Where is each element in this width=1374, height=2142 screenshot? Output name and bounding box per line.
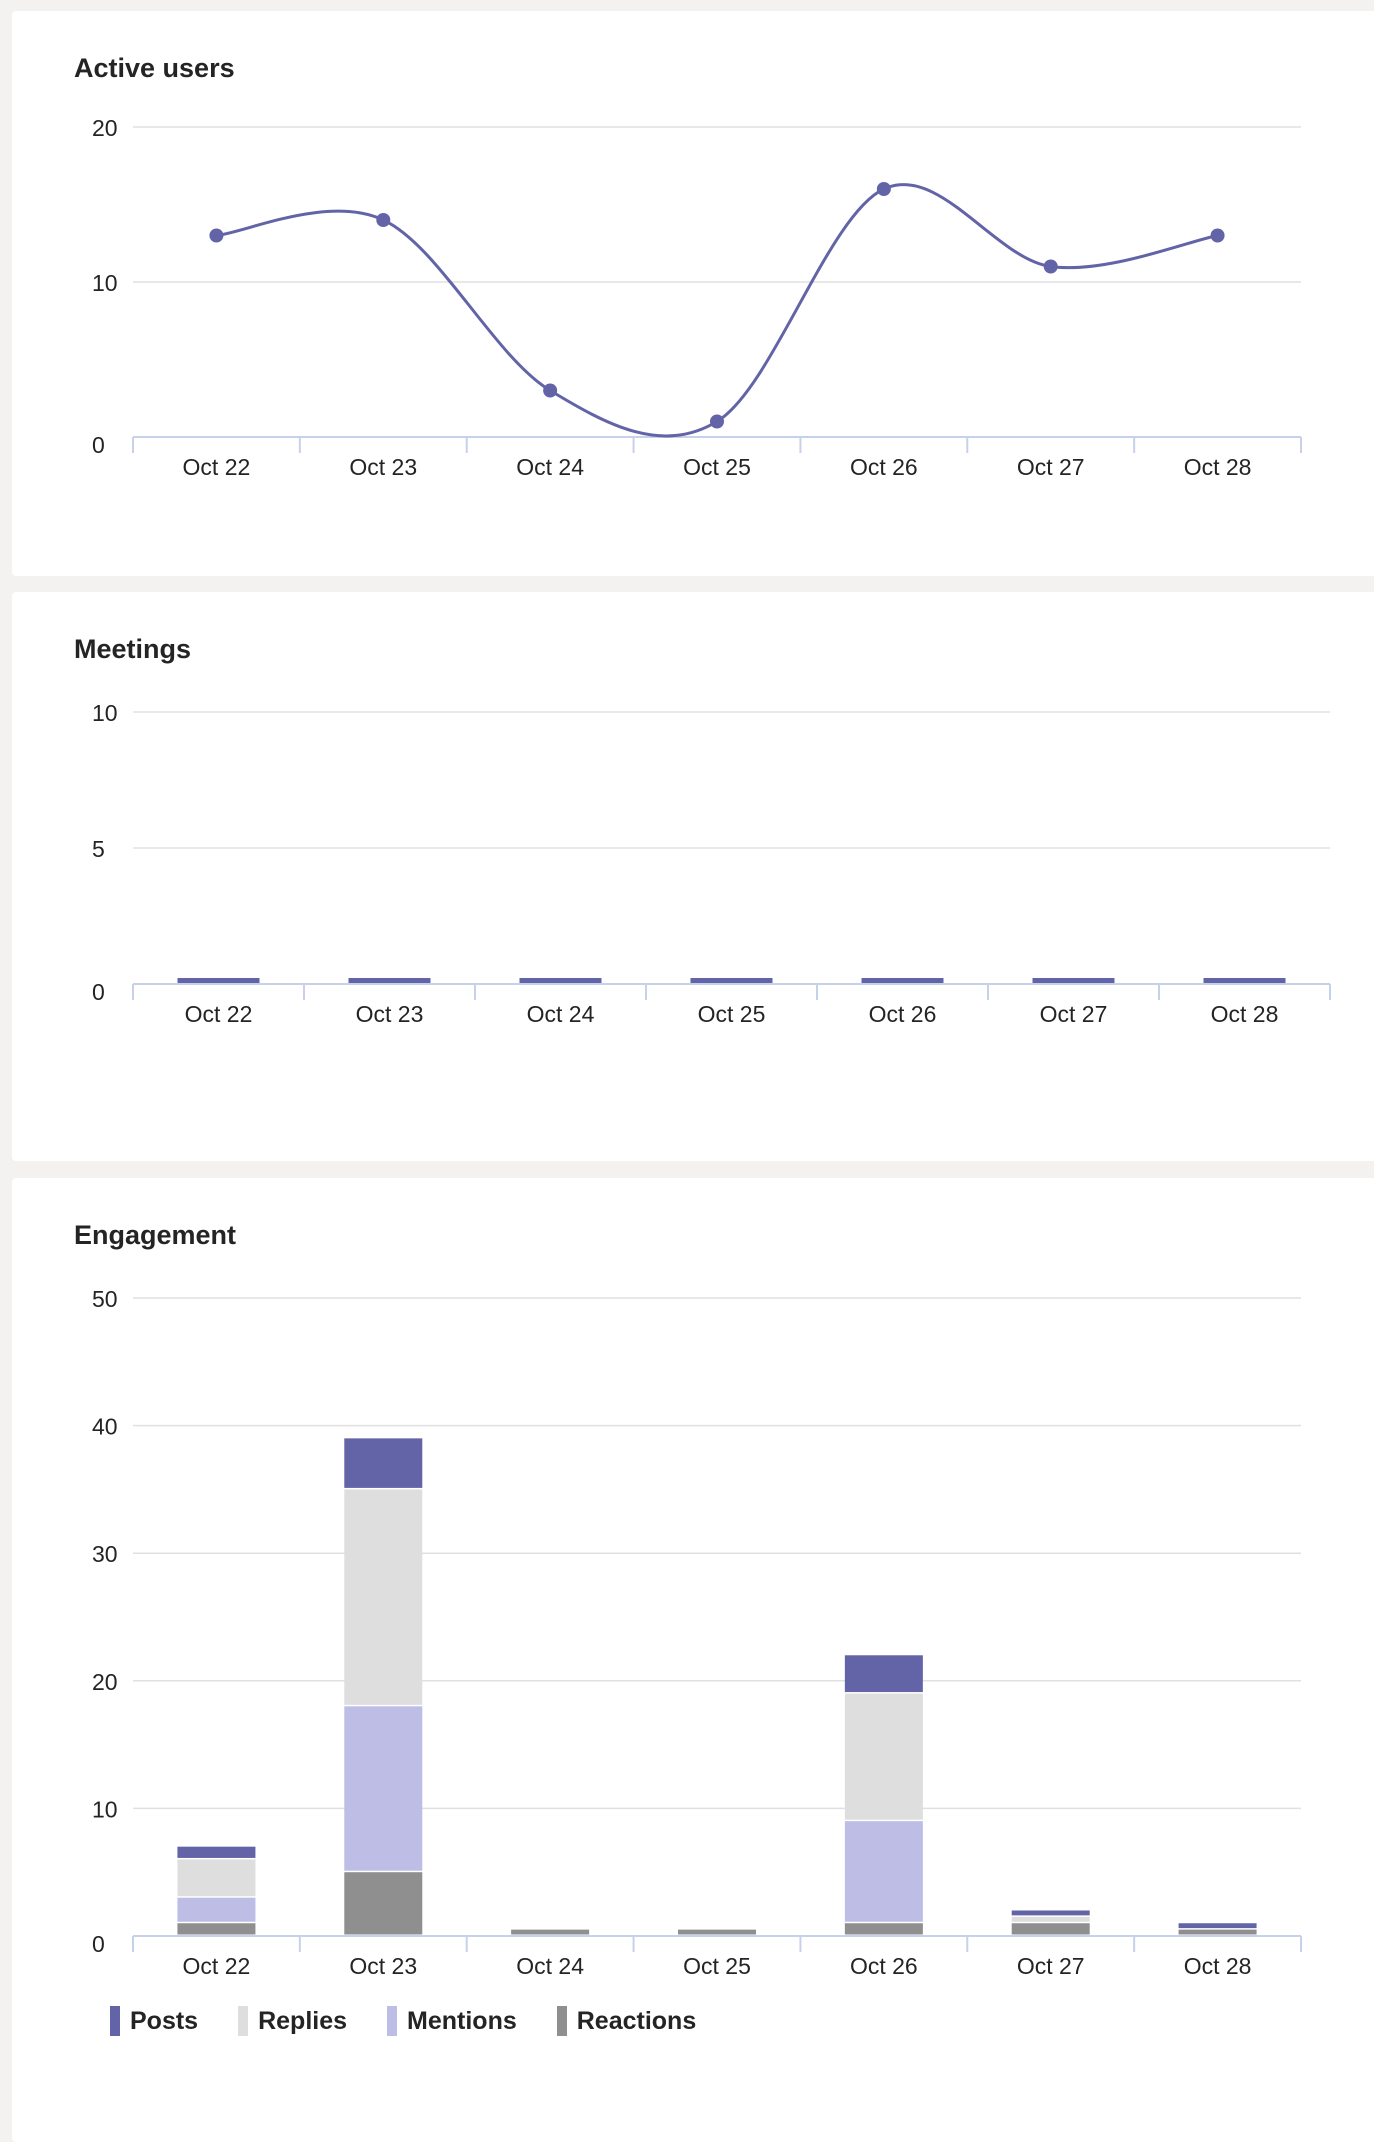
active-users-title: Active users (74, 53, 235, 83)
legend-item-reactions[interactable]: Reactions (556, 2006, 697, 2036)
engagement-bar-posts (1011, 1910, 1090, 1916)
active-users-y-tick-label: 0 (92, 432, 105, 458)
legend-swatch (238, 2006, 249, 2036)
meetings-bar (177, 978, 260, 983)
legend-item-mentions[interactable]: Mentions (387, 2006, 517, 2036)
active-users-series-line (216, 183, 1218, 438)
meetings-y-tick-label: 5 (92, 836, 105, 862)
engagement-y-tick-label: 30 (92, 1541, 118, 1567)
active-users-y-tick-label: 20 (92, 115, 118, 141)
engagement-bar-replies (844, 1693, 923, 1820)
meetings-x-tick-label: Oct 27 (1040, 1001, 1108, 1027)
meetings-bar (519, 978, 602, 983)
meetings-x-tick-label: Oct 28 (1211, 1001, 1279, 1027)
legend-swatch (556, 2006, 567, 2036)
active-users-x-tick-label: Oct 24 (516, 454, 584, 480)
engagement-title: Engagement (74, 1220, 237, 1250)
active-users-point (376, 213, 391, 227)
meetings-title: Meetings (74, 634, 192, 664)
active-users-point (1043, 259, 1058, 274)
engagement-bar-posts (344, 1438, 423, 1488)
engagement-card: Engagement 0 10 20 30 40 50 Oct 22 Oct 23 Oct 24… (12, 1178, 1374, 2142)
active-users-card: Active users 0 10 20 Oct 22 Oct 23 Oct 24 Oct … (12, 11, 1374, 576)
active-users-point (543, 383, 558, 398)
engagement-bar-reactions (511, 1929, 590, 1935)
legend-item-posts[interactable]: Posts (110, 2006, 198, 2036)
engagement-x-tick-label: Oct 27 (1017, 1953, 1085, 1979)
engagement-bar-reactions (844, 1923, 923, 1935)
engagement-bar-replies (177, 1859, 256, 1897)
engagement-legend: Posts Replies Mentions Reactions (110, 2006, 736, 2036)
active-users-x-tick-label: Oct 25 (683, 454, 751, 480)
engagement-bar-replies (1011, 1916, 1090, 1922)
active-users-y-tick-label: 10 (92, 270, 118, 296)
engagement-bar-mentions (844, 1821, 923, 1922)
engagement-bar-mentions (344, 1706, 423, 1871)
legend-label: Replies (258, 2006, 348, 2035)
meetings-chart: 0 5 10 Oct 22 Oct 23 Oct 24 Oct 25 Oct 26 Oct 27… (92, 700, 1331, 1027)
engagement-bar-replies (344, 1489, 423, 1705)
engagement-chart: 0 10 20 30 40 50 Oct 22 Oct 23 Oct 24 Oct 25 Oct 2… (92, 1286, 1302, 1979)
active-users-chart: 0 10 20 Oct 22 Oct 23 Oct 24 Oct 25 Oct 26 Oct 2… (92, 115, 1302, 480)
meetings-bar (1203, 978, 1286, 983)
meetings-y-tick-label: 0 (92, 979, 105, 1005)
legend-label: Posts (130, 2006, 199, 2035)
meetings-x-tick-label: Oct 23 (356, 1001, 424, 1027)
active-users-point (876, 182, 891, 196)
legend-item-replies[interactable]: Replies (238, 2006, 347, 2036)
engagement-x-tick-label: Oct 28 (1184, 1953, 1252, 1979)
active-users-x-tick-label: Oct 22 (183, 454, 251, 480)
legend-swatch (110, 2006, 120, 2036)
meetings-card: Meetings 0 5 10 Oct 22 Oct 23 Oct 24 Oct 25 Oct… (12, 592, 1374, 1161)
meetings-x-tick-label: Oct 22 (185, 1001, 253, 1027)
engagement-y-tick-label: 10 (92, 1796, 118, 1822)
legend-label: Reactions (576, 2006, 697, 2035)
meetings-x-tick-label: Oct 24 (527, 1001, 595, 1027)
legend-swatch (387, 2006, 398, 2036)
active-users-point (710, 414, 724, 429)
meetings-bar (1032, 978, 1115, 983)
engagement-x-tick-label: Oct 25 (683, 1953, 751, 1979)
engagement-bar-reactions (678, 1929, 756, 1935)
engagement-x-tick-label: Oct 24 (516, 1953, 584, 1979)
meetings-bar (690, 978, 773, 983)
active-users-point (209, 228, 224, 243)
engagement-x-tick-label: Oct 26 (850, 1953, 918, 1979)
legend-label: Mentions (407, 2006, 517, 2035)
meetings-x-tick-label: Oct 25 (698, 1001, 766, 1027)
engagement-y-tick-label: 0 (92, 1931, 105, 1957)
engagement-bar-posts (844, 1655, 923, 1693)
active-users-x-tick-label: Oct 27 (1017, 454, 1085, 480)
engagement-y-tick-label: 20 (92, 1669, 118, 1695)
engagement-y-tick-label: 40 (92, 1414, 118, 1440)
meetings-bar (348, 978, 431, 983)
meetings-bar (861, 978, 944, 983)
engagement-bar-posts (177, 1846, 256, 1858)
meetings-y-tick-label: 10 (92, 700, 118, 726)
active-users-x-tick-label: Oct 28 (1184, 454, 1252, 480)
active-users-point (1210, 228, 1225, 243)
engagement-x-tick-label: Oct 22 (183, 1953, 251, 1979)
engagement-bar-mentions (177, 1897, 256, 1922)
active-users-x-tick-label: Oct 26 (850, 454, 918, 480)
engagement-bar-reactions (177, 1923, 256, 1935)
engagement-bar-reactions (344, 1872, 423, 1935)
engagement-bar-reactions (1011, 1923, 1090, 1935)
active-users-x-tick-label: Oct 23 (349, 454, 417, 480)
engagement-y-tick-label: 50 (92, 1286, 118, 1312)
engagement-bar-reactions (1178, 1929, 1257, 1935)
meetings-x-tick-label: Oct 26 (869, 1001, 937, 1027)
engagement-bar-posts (1178, 1923, 1257, 1929)
engagement-x-tick-label: Oct 23 (349, 1953, 417, 1979)
